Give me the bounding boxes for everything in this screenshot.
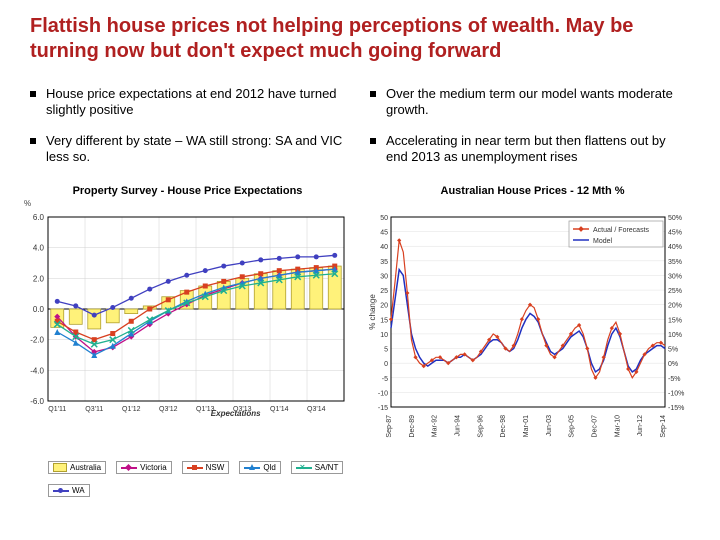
svg-text:Mar-01: Mar-01 — [523, 415, 530, 437]
svg-text:Q1'14: Q1'14 — [270, 406, 289, 413]
svg-text:35: 35 — [380, 259, 388, 266]
bullet-icon — [370, 91, 376, 97]
bullet-text: Very different by state – WA still stron… — [46, 133, 350, 166]
svg-text:0: 0 — [384, 361, 388, 368]
svg-text:-15: -15 — [378, 405, 388, 412]
svg-text:-10%: -10% — [668, 390, 684, 397]
svg-text:35%: 35% — [668, 259, 682, 266]
svg-text:Jun-03: Jun-03 — [546, 415, 553, 437]
svg-text:-5%: -5% — [668, 376, 680, 383]
svg-text:-5: -5 — [382, 376, 388, 383]
bullet-icon — [30, 138, 36, 144]
svg-text:Q3'12: Q3'12 — [159, 406, 178, 413]
svg-text:Q3'14: Q3'14 — [307, 406, 326, 413]
svg-text:Sep-05: Sep-05 — [569, 415, 576, 438]
svg-text:15%: 15% — [668, 317, 682, 324]
bullet-item: Very different by state – WA still stron… — [30, 133, 350, 166]
svg-text:-15%: -15% — [668, 405, 684, 412]
svg-text:Q3'11: Q3'11 — [85, 406, 103, 413]
svg-text:Dec-07: Dec-07 — [592, 415, 599, 438]
svg-text:25: 25 — [380, 288, 388, 295]
svg-text:Sep-87: Sep-87 — [386, 415, 393, 438]
chart-house-prices: Australian House Prices - 12 Mth % -15 -15… — [365, 185, 700, 499]
legend-item: NSW — [187, 463, 225, 472]
svg-text:Sep-96: Sep-96 — [477, 415, 484, 438]
svg-text:4.0: 4.0 — [33, 244, 45, 253]
bullet-col-right: Over the medium term our model wants mod… — [370, 86, 690, 179]
legend-item: Australia — [53, 463, 101, 472]
svg-text:30%: 30% — [668, 273, 682, 280]
bullet-col-left: House price expectations at end 2012 hav… — [30, 86, 350, 179]
svg-text:5%: 5% — [668, 347, 678, 354]
bullet-text: Accelerating in near term but then flatt… — [386, 133, 690, 166]
bullet-icon — [30, 91, 36, 97]
svg-text:50: 50 — [380, 215, 388, 222]
svg-text:5: 5 — [384, 347, 388, 354]
svg-text:45: 45 — [380, 230, 388, 237]
svg-text:Dec-89: Dec-89 — [409, 415, 416, 438]
bullet-text: House price expectations at end 2012 hav… — [46, 86, 350, 119]
svg-text:50%: 50% — [668, 215, 682, 222]
svg-text:10: 10 — [380, 332, 388, 339]
chart-title: Property Survey - House Price Expectatio… — [20, 185, 355, 197]
bullet-icon — [370, 138, 376, 144]
svg-text:2.0: 2.0 — [33, 274, 45, 283]
svg-text:% change: % change — [368, 294, 377, 330]
svg-text:Dec-98: Dec-98 — [500, 415, 507, 438]
svg-text:Sep-14: Sep-14 — [660, 415, 667, 438]
svg-text:45%: 45% — [668, 230, 682, 237]
bullet-item: Accelerating in near term but then flatt… — [370, 133, 690, 166]
svg-text:Actual / Forecasts: Actual / Forecasts — [593, 227, 650, 234]
expectations-label: Expectations — [211, 409, 261, 418]
svg-text:30: 30 — [380, 273, 388, 280]
chart-expectations: Property Survey - House Price Expectatio… — [20, 185, 355, 499]
y-axis-label: % — [24, 199, 31, 208]
svg-text:25%: 25% — [668, 288, 682, 295]
svg-text:0.0: 0.0 — [33, 305, 45, 314]
legend-item: WA — [53, 486, 85, 495]
svg-text:0%: 0% — [668, 361, 678, 368]
page-title: Flattish house prices not helping percep… — [0, 0, 720, 72]
svg-text:Jun-12: Jun-12 — [637, 415, 644, 437]
svg-text:20: 20 — [380, 303, 388, 310]
charts-row: Property Survey - House Price Expectatio… — [0, 185, 720, 499]
legend-item: ×SA/NT — [296, 463, 339, 472]
svg-text:15: 15 — [380, 317, 388, 324]
chart-title: Australian House Prices - 12 Mth % — [365, 185, 700, 197]
bullet-item: Over the medium term our model wants mod… — [370, 86, 690, 119]
svg-text:40: 40 — [380, 244, 388, 251]
svg-text:Model: Model — [593, 238, 613, 245]
svg-text:Mar-92: Mar-92 — [432, 415, 439, 437]
svg-text:-2.0: -2.0 — [30, 336, 44, 345]
svg-text:6.0: 6.0 — [33, 213, 45, 222]
svg-text:10%: 10% — [668, 332, 682, 339]
bullet-grid: House price expectations at end 2012 hav… — [0, 72, 720, 185]
svg-text:Mar-10: Mar-10 — [614, 415, 621, 437]
legend-item: Qld — [244, 463, 275, 472]
chart-legend: Australia Victoria NSW Qld ×SA/NT WA — [20, 459, 355, 499]
svg-text:Jun-94: Jun-94 — [455, 415, 462, 437]
bullet-item: House price expectations at end 2012 hav… — [30, 86, 350, 119]
svg-text:-10: -10 — [378, 390, 388, 397]
svg-text:Q1'11: Q1'11 — [48, 406, 66, 413]
svg-text:40%: 40% — [668, 244, 682, 251]
legend-item: Victoria — [121, 463, 167, 472]
svg-text:-6.0: -6.0 — [30, 397, 44, 406]
svg-text:-4.0: -4.0 — [30, 366, 44, 375]
svg-text:20%: 20% — [668, 303, 682, 310]
bullet-text: Over the medium term our model wants mod… — [386, 86, 690, 119]
svg-text:Q1'12: Q1'12 — [122, 406, 141, 413]
